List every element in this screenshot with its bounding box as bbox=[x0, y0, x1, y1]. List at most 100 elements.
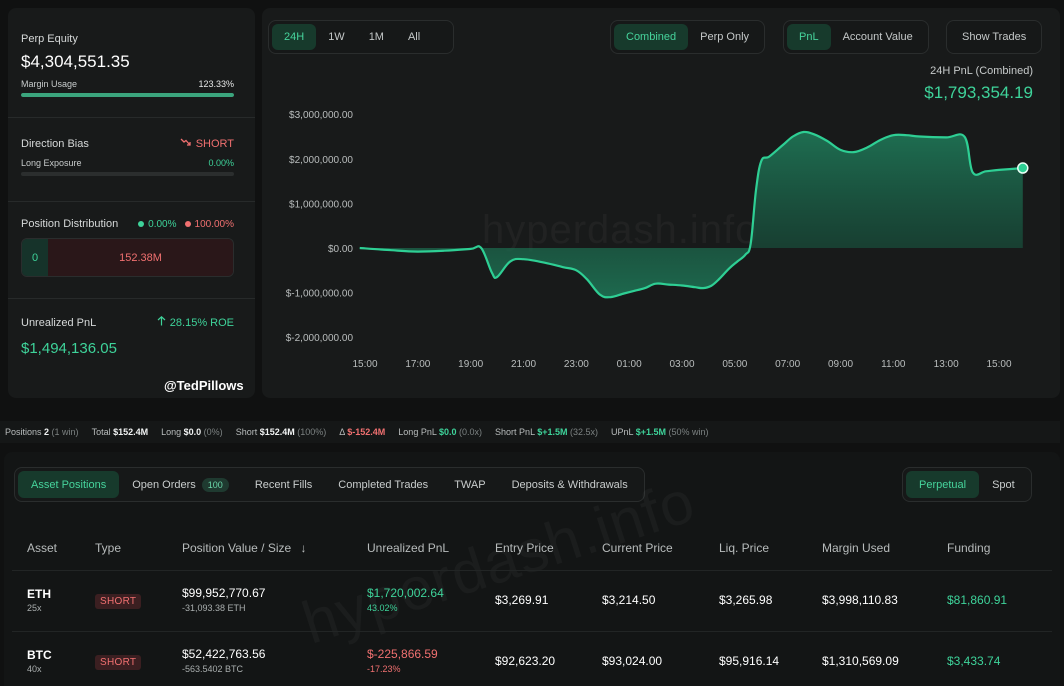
trend-down-icon bbox=[180, 138, 191, 150]
funding: $81,860.91 bbox=[947, 593, 1008, 607]
pnl-button[interactable]: PnL bbox=[787, 24, 831, 50]
position-size: -31,093.38 ETH bbox=[182, 603, 246, 613]
margin-usage-label: Margin Usage bbox=[21, 79, 78, 89]
col-header-funding[interactable]: Funding bbox=[947, 541, 991, 555]
long-dot-icon bbox=[138, 221, 145, 227]
stat-label: Long PnL bbox=[398, 427, 439, 437]
dist-short-value: 152.38M bbox=[119, 251, 162, 264]
stat-value: $+1.5M bbox=[537, 427, 568, 437]
timeframe-all-button[interactable]: All bbox=[407, 31, 421, 43]
position-value: $52,422,763.56 bbox=[182, 647, 266, 661]
dist-long-pct: 0.00% bbox=[148, 218, 177, 230]
timeframe-24h-button[interactable]: 24H bbox=[272, 24, 317, 50]
stat-note: (0%) bbox=[201, 427, 223, 437]
distribution-bar: 0 152.38M bbox=[21, 238, 234, 277]
y-tick-label: $0.00 bbox=[328, 244, 353, 255]
tab-completed-trades[interactable]: Completed Trades bbox=[338, 478, 429, 491]
current-price: $93,024.00 bbox=[602, 654, 663, 668]
tab-recent-fills[interactable]: Recent Fills bbox=[254, 478, 313, 491]
tab-open-orders-label: Open Orders bbox=[132, 478, 196, 491]
unrealized-pnl-pct: -17.23% bbox=[367, 664, 401, 674]
pnl-end-point[interactable] bbox=[1017, 162, 1029, 174]
x-tick-label: 11:00 bbox=[881, 359, 906, 370]
asset-name: BTC bbox=[27, 648, 52, 662]
show-trades-button[interactable]: Show Trades bbox=[962, 31, 1027, 43]
tab-asset-positions[interactable]: Asset Positions bbox=[18, 471, 120, 498]
stat-note: (100%) bbox=[294, 427, 327, 437]
margin-usage-bar bbox=[21, 93, 234, 97]
x-tick-label: 09:00 bbox=[828, 359, 853, 370]
entry-price: $3,269.91 bbox=[495, 593, 549, 607]
unrealized-pnl-pct: 43.02% bbox=[367, 603, 398, 613]
timeframe-selector: 24H 1W 1M All bbox=[268, 20, 454, 54]
chart-header-label: 24H PnL (Combined) bbox=[930, 65, 1033, 77]
col-header-entry-price[interactable]: Entry Price bbox=[495, 541, 554, 555]
timeframe-1w-button[interactable]: 1W bbox=[328, 31, 345, 43]
margin-usage-value: 123.33% bbox=[198, 79, 234, 89]
x-tick-label: 01:00 bbox=[617, 359, 642, 370]
account-value-button[interactable]: Account Value bbox=[842, 31, 913, 43]
col-header-position-value[interactable]: Position Value / Size ↓ bbox=[182, 541, 307, 555]
unrealized-pnl-value: $1,494,136.05 bbox=[21, 340, 117, 357]
stat-value: $0.0 bbox=[183, 427, 202, 437]
stat-note: (1 win) bbox=[49, 427, 79, 437]
dist-long-value: 0 bbox=[31, 251, 39, 264]
stat-label: Long bbox=[161, 427, 184, 437]
type-badge: SHORT bbox=[95, 594, 142, 609]
unrealized-pnl-label: Unrealized PnL bbox=[21, 316, 97, 329]
timeframe-1m-button[interactable]: 1M bbox=[368, 31, 384, 43]
x-tick-label: 23:00 bbox=[564, 359, 589, 370]
short-dot-icon bbox=[184, 221, 191, 227]
direction-bias-value: SHORT bbox=[195, 138, 234, 150]
stat-value: $+1.5M bbox=[635, 427, 667, 437]
stat-item: Positions 2 (1 win) bbox=[5, 427, 79, 437]
stat-item: UPnL $+1.5M (50% win) bbox=[611, 427, 708, 437]
liq-price: $95,916.14 bbox=[719, 654, 780, 668]
stat-value: $0.0 bbox=[439, 427, 457, 437]
perpetual-button[interactable]: Perpetual bbox=[906, 471, 980, 498]
col-header-position-value-label: Position Value / Size bbox=[182, 541, 292, 555]
divider bbox=[8, 298, 255, 299]
tab-twap[interactable]: TWAP bbox=[454, 478, 486, 491]
col-header-current-price[interactable]: Current Price bbox=[602, 541, 673, 555]
combined-button[interactable]: Combined bbox=[614, 24, 689, 50]
stat-label: UPnL bbox=[611, 427, 636, 437]
asset-leverage: 25x bbox=[27, 603, 42, 613]
divider bbox=[12, 570, 1052, 571]
y-tick-label: $1,000,000.00 bbox=[289, 199, 353, 210]
x-tick-label: 21:00 bbox=[511, 359, 536, 370]
distribution-long-segment: 0 bbox=[22, 239, 48, 276]
divider bbox=[12, 631, 1052, 632]
tab-open-orders[interactable]: Open Orders 100 bbox=[119, 471, 242, 498]
x-tick-label: 05:00 bbox=[722, 359, 747, 370]
perp-equity-label: Perp Equity bbox=[21, 33, 78, 45]
author-tag: @TedPillows bbox=[164, 378, 244, 393]
col-header-liq-price[interactable]: Liq. Price bbox=[719, 541, 770, 555]
show-trades-toggle: Show Trades bbox=[946, 20, 1043, 54]
pnl-area-positive bbox=[359, 131, 1023, 248]
position-distribution-label: Position Distribution bbox=[21, 218, 119, 230]
dist-short-pct: 100.00% bbox=[194, 218, 234, 230]
margin-usage-bar-fill bbox=[21, 93, 234, 97]
y-tick-label: $-1,000,000.00 bbox=[286, 289, 354, 300]
funding: $3,433.74 bbox=[947, 654, 1001, 668]
pnl-series-line bbox=[359, 130, 1023, 299]
x-tick-label: 13:00 bbox=[934, 359, 959, 370]
tab-deposits-withdrawals[interactable]: Deposits & Withdrawals bbox=[511, 478, 628, 491]
spot-button[interactable]: Spot bbox=[992, 478, 1015, 491]
stat-value: 2 bbox=[44, 427, 50, 437]
stat-value: $152.4M bbox=[113, 427, 149, 437]
col-header-unrealized-pnl[interactable]: Unrealized PnL bbox=[367, 541, 450, 555]
x-tick-label: 17:00 bbox=[405, 359, 430, 370]
stat-label: Short PnL bbox=[495, 427, 538, 437]
type-badge: SHORT bbox=[95, 655, 142, 670]
perp-only-button[interactable]: Perp Only bbox=[700, 31, 750, 43]
col-header-asset[interactable]: Asset bbox=[27, 541, 58, 555]
col-header-margin-used[interactable]: Margin Used bbox=[822, 541, 891, 555]
y-tick-label: $3,000,000.00 bbox=[289, 110, 353, 121]
col-header-type[interactable]: Type bbox=[95, 541, 122, 555]
x-tick-label: 15:00 bbox=[986, 359, 1011, 370]
watermark: hyperdash.info bbox=[482, 208, 758, 253]
margin-used: $1,310,569.09 bbox=[822, 654, 899, 668]
stat-label: Total bbox=[91, 427, 114, 437]
